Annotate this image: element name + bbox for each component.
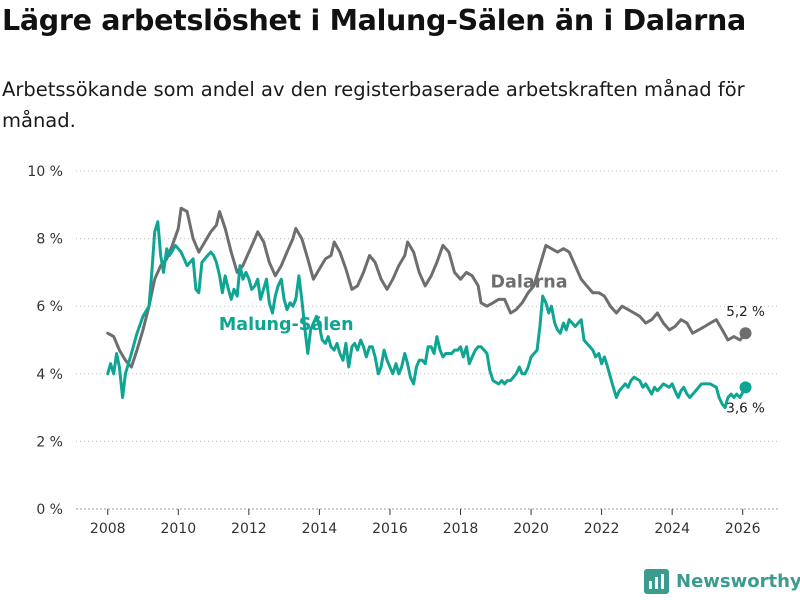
x-tick-label: 2008 (90, 521, 126, 537)
grid-layer (76, 170, 778, 510)
x-tick-label: 2020 (513, 521, 549, 537)
x-tick-label: 2022 (584, 521, 620, 537)
x-tick-label: 2024 (654, 521, 690, 537)
series-line-malung-s-len (106, 220, 747, 410)
y-tick-label: 2 % (36, 434, 63, 450)
newsworthy-logo-icon (644, 569, 669, 594)
y-tick-label: 8 % (36, 232, 63, 248)
series-line-dalarna (106, 206, 747, 369)
x-tick-label: 2012 (231, 521, 267, 537)
axis-layer: 0 % 2 % 4 % 6 % 8 % 10 % 2008 2010 2012 2014 2016 2… (27, 164, 760, 537)
x-tick-label: 2010 (160, 521, 196, 537)
y-tick-label: 4 % (36, 367, 63, 383)
y-tick-label: 0 % (36, 502, 63, 518)
y-tick-label: 6 % (36, 299, 63, 315)
series-label-malung-s-len: Malung-Sälen (219, 315, 354, 335)
newsworthy-brand: Newsworthy (644, 569, 800, 594)
x-tick-label: 2014 (302, 521, 338, 537)
y-tick-label: 10 % (27, 164, 63, 180)
end-point-malung-s-len (739, 381, 752, 394)
x-tick-label: 2018 (443, 521, 479, 537)
page-title: Lägre arbetslöshet i Malung-Sälen än i D… (2, 4, 746, 37)
x-tick-label: 2026 (725, 521, 761, 537)
end-value-label-dalarna: 5,2 % (726, 304, 765, 320)
brand-name: Newsworthy (676, 571, 800, 592)
end-point-dalarna (739, 327, 752, 340)
page-subtitle: Arbetssökande som andel av den registerb… (2, 78, 745, 132)
series-label-dalarna: Dalarna (490, 273, 567, 293)
label-layer: 5,2 % Dalarna 3,6 % Malung-Sälen (219, 273, 765, 417)
series-layer (106, 206, 752, 410)
end-value-label-malung-s-len: 3,6 % (726, 400, 765, 416)
x-tick-label: 2016 (372, 521, 408, 537)
